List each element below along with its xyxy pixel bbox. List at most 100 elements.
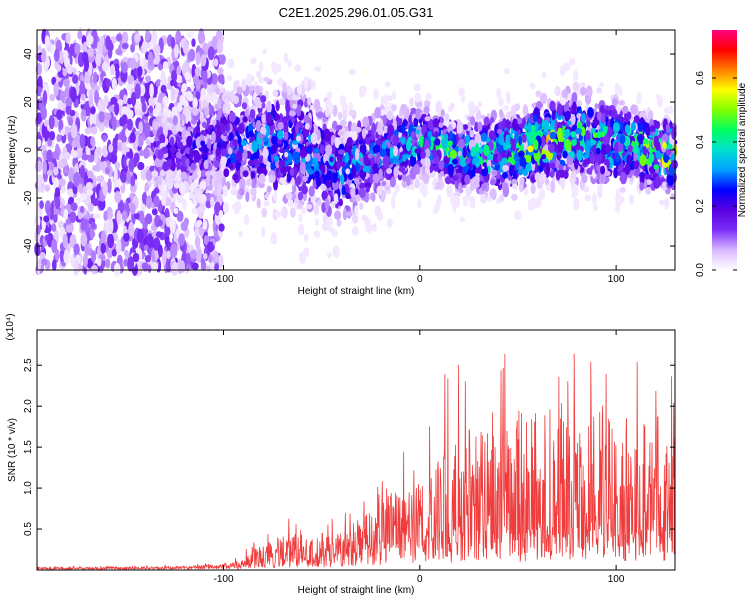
spectrogram-cell <box>457 165 464 173</box>
spectrogram-cell <box>213 261 220 272</box>
spectrogram-cell <box>325 178 331 189</box>
spectrogram-cell <box>157 219 163 227</box>
spectrogram-cell <box>58 50 64 62</box>
spectrogram-cell <box>105 112 112 121</box>
spectrogram-cell <box>308 173 315 180</box>
spectrogram-cell <box>188 48 196 62</box>
spectrogram-cell <box>155 79 162 88</box>
spectrogram-cell <box>348 68 356 76</box>
spectrogram-cell <box>91 198 99 207</box>
spectrogram-cell <box>86 47 94 59</box>
spectrogram-cell <box>359 202 364 211</box>
spectrogram-cell <box>477 121 483 133</box>
spectrogram-cell <box>217 67 224 75</box>
spectrogram-cell <box>44 184 51 192</box>
spectrogram-cell <box>576 100 583 107</box>
spectrogram-cell <box>557 141 564 153</box>
spectrogram-cell <box>175 170 183 182</box>
spectrogram-cell <box>351 213 359 224</box>
spectrogram-cell <box>248 130 254 138</box>
spectrogram-cell <box>98 110 105 123</box>
spectrogram-cell <box>314 218 319 226</box>
spectrogram-cell <box>571 91 578 105</box>
spectrogram-cell <box>48 114 55 130</box>
spectrogram-cell <box>133 213 141 220</box>
spectrogram-cell <box>511 183 518 190</box>
spectrogram-cell <box>249 85 256 91</box>
spectrogram-cell <box>371 192 376 202</box>
spectrogram-cell <box>188 174 193 185</box>
spectrogram-cell <box>68 167 75 182</box>
spectrogram-cell <box>80 93 86 101</box>
spectrogram-cell <box>164 197 172 207</box>
spectrogram-cell <box>258 61 264 72</box>
spectrogram-cell <box>298 213 303 222</box>
spectrogram-cell <box>78 183 83 194</box>
spectrogram-cell <box>80 192 87 202</box>
spectrogram-cell <box>496 128 503 135</box>
spectrogram-cell <box>195 91 201 100</box>
spectrogram-cell <box>162 121 169 134</box>
spectrogram-cell <box>303 233 309 243</box>
spectrogram-cell <box>137 134 144 148</box>
spectrogram-cell <box>69 211 77 223</box>
spectrogram-cell <box>86 189 94 196</box>
spectrogram-cell <box>192 74 200 85</box>
spectrogram-cell <box>338 198 344 207</box>
spectrogram-cell <box>374 107 381 119</box>
spectrogram-cell <box>181 198 187 211</box>
spectrogram-cell <box>185 253 191 265</box>
spectrogram-cell <box>297 191 304 201</box>
spectrogram-cell <box>610 108 618 120</box>
spectrogram-cell <box>458 87 465 97</box>
spectrogram-cell <box>100 104 106 112</box>
spectrogram-cell <box>80 232 88 247</box>
spectrogram-cell <box>469 108 475 118</box>
spectrogram-cell <box>501 118 507 130</box>
spectrogram-cell <box>53 177 60 190</box>
spectrogram-cell <box>421 187 427 195</box>
spectrogram-cell <box>114 191 122 204</box>
spectrogram-cell <box>331 120 338 131</box>
spectrogram-cell <box>303 247 310 258</box>
spectrogram-cell <box>189 249 197 259</box>
spectrogram-cell <box>49 205 54 221</box>
spectrogram-cell <box>272 62 279 75</box>
spectrogram-cell <box>102 134 107 143</box>
spectrogram-cell <box>72 74 79 84</box>
spectrogram-cell <box>618 85 623 97</box>
spectrogram-cell <box>469 106 474 112</box>
spectrogram-cell <box>173 207 179 215</box>
spectrogram-cell <box>550 180 556 193</box>
spectrogram-cell <box>151 208 158 216</box>
spectrogram-cell <box>54 48 60 62</box>
spectrogram-cell <box>348 101 353 111</box>
spectrogram-cell <box>327 227 335 233</box>
spectrogram-cell <box>132 252 140 263</box>
spectrogram-cell <box>255 85 261 95</box>
spectrogram-cell <box>56 133 62 143</box>
spectrogram-cell <box>36 112 43 125</box>
spectrogram-cell <box>390 196 396 210</box>
spectrogram-cell <box>334 210 342 220</box>
spectrogram-cell <box>425 92 432 102</box>
spectrogram-cell <box>128 221 135 237</box>
spectrogram-cell <box>162 95 169 106</box>
spectrogram-cell <box>200 53 207 67</box>
spectrogram-cell <box>194 227 200 239</box>
spectrogram-cell <box>183 100 189 108</box>
spectrogram-cell <box>313 98 321 112</box>
spectrogram-cell <box>236 86 243 95</box>
spectrogram-cell <box>121 42 129 50</box>
spectrogram-cell <box>599 104 605 115</box>
spectrogram-cell <box>211 73 218 85</box>
spectrogram-cell <box>194 235 201 249</box>
spectrogram-cell <box>633 115 640 123</box>
spectrogram-cell <box>266 100 272 114</box>
spectrogram-cell <box>655 93 661 101</box>
spectrogram-cell <box>64 249 69 260</box>
spectrogram-cell <box>86 34 94 45</box>
spectrogram-cell <box>65 32 71 45</box>
spectrogram-cell <box>245 191 250 203</box>
spectrogram-cell <box>524 154 532 163</box>
